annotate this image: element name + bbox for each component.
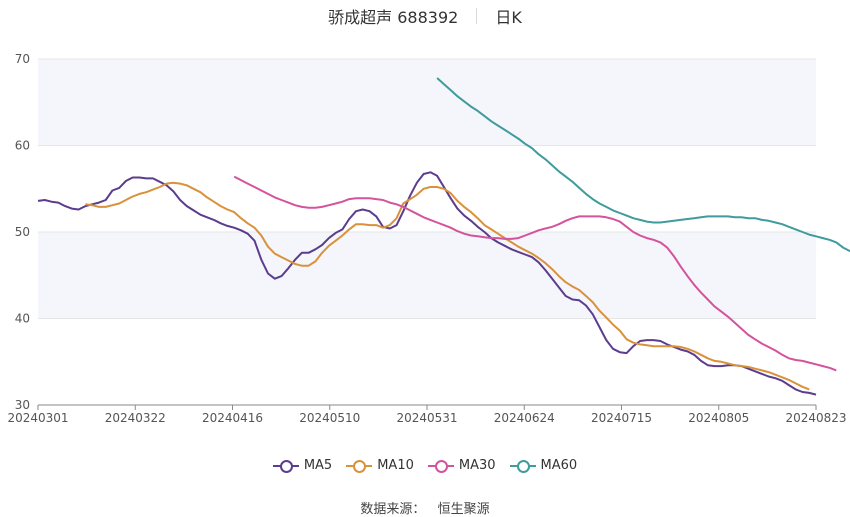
source-value: 恒生聚源 [437, 502, 490, 517]
legend-item-ma30[interactable]: MA30 [427, 458, 496, 473]
period-label[interactable]: 日K [495, 8, 522, 27]
data-source: 数据来源： 恒生聚源 [0, 498, 850, 517]
legend-item-ma5[interactable]: MA5 [272, 458, 333, 473]
grid-band [38, 232, 816, 319]
legend-label-ma10: MA10 [377, 458, 414, 473]
ma-line-ma30 [233, 175, 837, 372]
x-tick-label: 20240322 [105, 411, 166, 425]
legend-swatch-ma10 [346, 459, 373, 473]
chart-legend: MA5 MA10 MA30 MA60 [0, 458, 850, 473]
legend-item-ma60[interactable]: MA60 [509, 458, 578, 473]
y-tick-label: 70 [15, 52, 30, 66]
source-label: 数据来源： [360, 502, 426, 517]
y-tick-label: 60 [15, 139, 30, 153]
legend-label-ma30: MA30 [458, 458, 496, 473]
legend-item-ma10[interactable]: MA10 [346, 458, 414, 473]
x-tick-label: 20240624 [494, 411, 555, 425]
y-tick-label: 50 [15, 225, 30, 239]
x-tick-label: 20240510 [299, 411, 360, 425]
legend-swatch-ma30 [427, 459, 454, 473]
x-tick-label: 20240805 [688, 411, 749, 425]
x-tick-label: 20240416 [202, 411, 263, 425]
ma-line-ma60 [436, 77, 850, 253]
x-tick-label: 20240531 [396, 411, 457, 425]
x-tick-label: 20240301 [7, 411, 68, 425]
x-tick-label: 20240715 [591, 411, 652, 425]
chart-title: 骄成超声 688392 [328, 8, 459, 27]
legend-label-ma5: MA5 [303, 458, 333, 473]
header-divider [476, 8, 478, 24]
ma-line-ma5 [37, 171, 817, 396]
legend-swatch-ma5 [272, 459, 299, 473]
legend-swatch-ma60 [509, 459, 536, 473]
x-tick-label: 20240823 [785, 411, 846, 425]
legend-label-ma60: MA60 [540, 458, 578, 473]
y-tick-label: 40 [15, 312, 30, 326]
y-tick-label: 30 [15, 398, 30, 412]
grid-band [38, 59, 816, 146]
chart-header: 骄成超声 688392 日K [0, 4, 850, 28]
ma-line-ma10 [85, 181, 810, 391]
